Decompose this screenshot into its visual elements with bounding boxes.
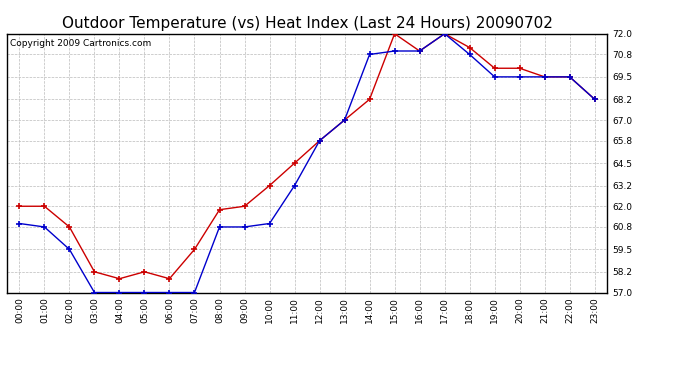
Text: Copyright 2009 Cartronics.com: Copyright 2009 Cartronics.com xyxy=(10,39,151,48)
Title: Outdoor Temperature (vs) Heat Index (Last 24 Hours) 20090702: Outdoor Temperature (vs) Heat Index (Las… xyxy=(61,16,553,31)
